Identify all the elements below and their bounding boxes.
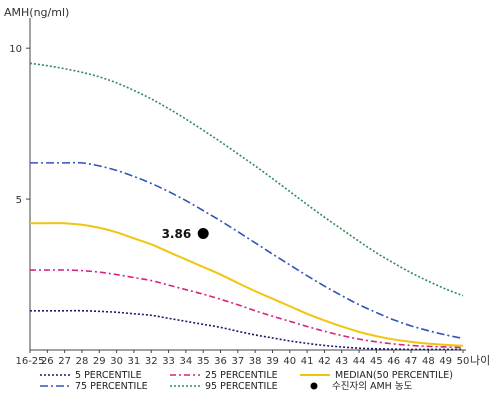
x-tick-label: 43 (335, 356, 348, 367)
x-tick-label: 31 (128, 356, 141, 367)
series-line-median-50-percentile- (29, 222, 464, 347)
y-tick-label: 10 (9, 44, 22, 55)
x-tick-label: 41 (301, 356, 314, 367)
series-line-5-percentile (30, 309, 463, 351)
series-layer (29, 62, 464, 351)
x-tick-label: 37 (231, 356, 244, 367)
x-tick-label: 36 (214, 356, 227, 367)
legend-point-marker (310, 382, 318, 390)
x-tick-label: 34 (180, 356, 193, 367)
legend-label: 75 PERCENTILE (75, 381, 148, 392)
x-tick-label: 32 (145, 356, 158, 367)
y-tick-label: 5 (16, 195, 22, 206)
y-axis-title: AMH(ng/ml) (4, 6, 69, 19)
measured-point (197, 227, 209, 239)
x-tick-label: 45 (370, 356, 383, 367)
x-tick-label: 16-25 (15, 356, 44, 367)
x-tick-label: 47 (405, 356, 418, 367)
x-tick-label: 46 (387, 356, 400, 367)
legend-label: 5 PERCENTILE (75, 370, 142, 381)
x-tick-label: 39 (266, 356, 279, 367)
x-tick-label: 27 (58, 356, 71, 367)
legend-label: 95 PERCENTILE (205, 381, 278, 392)
legend: 5 PERCENTILE 25 PERCENTILE MEDIAN(50 PERCE… (40, 370, 453, 392)
point-layer: 3.86 (162, 227, 209, 241)
x-tick-label: 44 (353, 356, 366, 367)
measured-point-label: 3.86 (162, 227, 192, 241)
x-tick-label: 48 (422, 356, 435, 367)
series-line-75-percentile (29, 161, 464, 340)
legend-label: 25 PERCENTILE (205, 370, 278, 381)
x-axis-title: 나이 (470, 354, 490, 367)
x-tick-label: 49 (439, 356, 452, 367)
x-tick-label: 29 (93, 356, 106, 367)
x-tick-label: 26 (41, 356, 54, 367)
series-line-95-percentile (29, 62, 464, 297)
legend-label: 수진자의 AMH 농도 (332, 381, 413, 392)
x-tick-label: 40 (283, 356, 296, 367)
x-tick-label: 35 (197, 356, 210, 367)
x-tick-label: 42 (318, 356, 331, 367)
x-tick-label: 33 (162, 356, 175, 367)
x-tick-label: 38 (249, 356, 262, 367)
x-tick-label: 30 (110, 356, 123, 367)
legend-label: MEDIAN(50 PERCENTILE) (335, 370, 453, 381)
x-tick-label: 50 (457, 356, 470, 367)
series-line-25-percentile (30, 269, 464, 349)
x-tick-label: 28 (76, 356, 89, 367)
